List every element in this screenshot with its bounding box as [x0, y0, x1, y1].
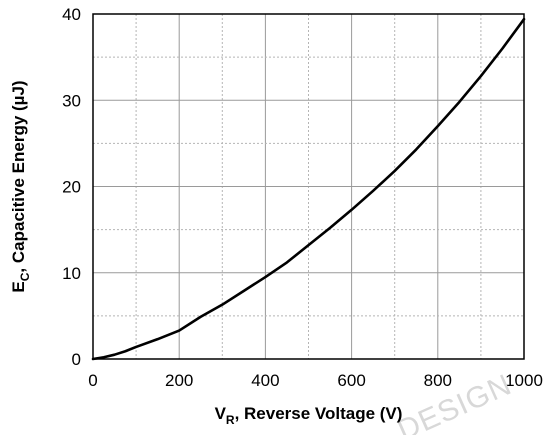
x-tick-label: 0: [88, 371, 97, 390]
x-axis-title: VR, Reverse Voltage (V): [215, 404, 403, 427]
y-tick-label: 20: [62, 178, 81, 197]
y-axis-title-sub: C: [18, 272, 32, 281]
x-axis-title-sub: R: [226, 413, 235, 427]
tick-labels: 0 200 400 600 800 1000 0 10 20 30 40: [62, 5, 543, 390]
y-axis-title-rest: , Capacitive Energy (µJ): [9, 80, 28, 272]
x-tick-label: 800: [424, 371, 452, 390]
x-axis-title-main: V: [215, 404, 227, 423]
y-tick-label: 10: [62, 264, 81, 283]
x-tick-label: 1000: [505, 371, 543, 390]
y-tick-label: 40: [62, 5, 81, 24]
x-axis-title-rest: , Reverse Voltage (V): [235, 404, 403, 423]
x-tick-label: 400: [251, 371, 279, 390]
x-tick-label: 600: [337, 371, 365, 390]
plot-area: [92, 13, 525, 360]
y-tick-label: 0: [72, 350, 81, 369]
y-tick-label: 30: [62, 91, 81, 110]
series-line: [91, 17, 526, 361]
x-tick-label: 200: [165, 371, 193, 390]
grid: [93, 14, 524, 359]
watermark-text: DESIGN: [393, 368, 517, 435]
y-axis-title-main: E: [9, 281, 28, 292]
y-axis-title: EC, Capacitive Energy (µJ): [9, 80, 32, 292]
series-group: [91, 17, 526, 361]
